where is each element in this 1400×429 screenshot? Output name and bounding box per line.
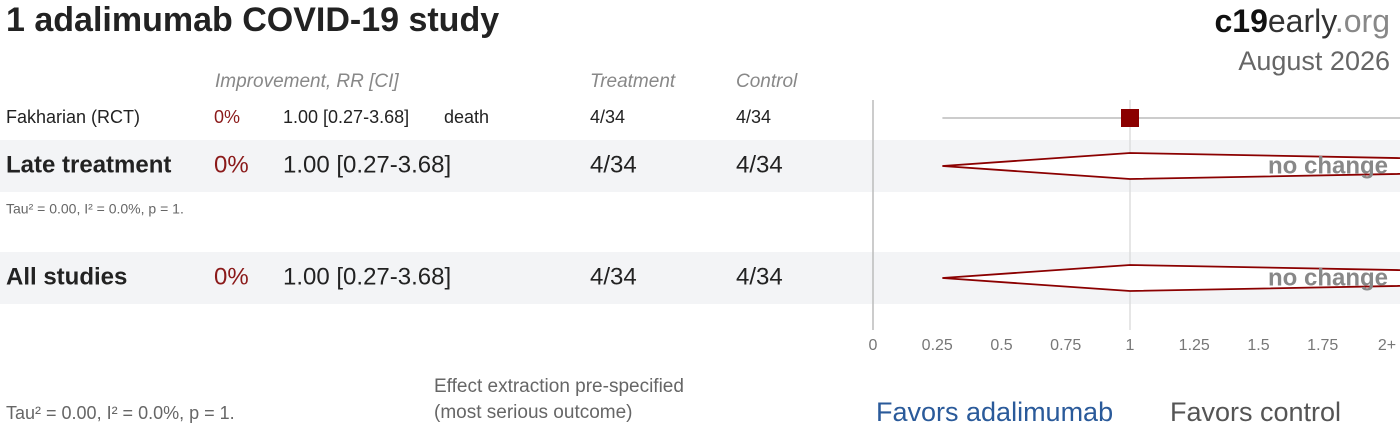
summary-diamond <box>942 264 1400 292</box>
row-label: Late treatment <box>6 151 171 178</box>
effect-marker <box>1121 109 1139 127</box>
row-label: Fakharian (RCT) <box>6 107 140 127</box>
improvement: 0% <box>214 263 249 290</box>
rr-ci: 1.00 [0.27-3.68] <box>283 107 409 127</box>
x-tick-label: 1.25 <box>1179 337 1210 354</box>
effect-label: no change <box>1268 152 1388 179</box>
column-header: Improvement, RR [CI] <box>215 71 399 92</box>
x-tick-label: 1.5 <box>1247 337 1269 354</box>
x-tick-label: 1.75 <box>1307 337 1338 354</box>
plot-area <box>942 100 1400 330</box>
rr-ci: 1.00 [0.27-3.68] <box>283 151 451 178</box>
favors-label: Favors adalimumab <box>876 397 1113 427</box>
date: August 2026 <box>1238 46 1390 76</box>
treatment: 4/34 <box>590 263 637 290</box>
x-tick-label: 2+ <box>1378 337 1396 354</box>
treatment: 4/34 <box>590 151 637 178</box>
x-tick-label: 1 <box>1126 337 1135 354</box>
column-header: Treatment <box>590 71 676 92</box>
brand: c19early.org <box>1214 3 1390 39</box>
brand-part: .org <box>1335 3 1390 39</box>
control: 4/34 <box>736 107 771 127</box>
brand-part: early <box>1268 3 1337 39</box>
favors-label: Favors control <box>1170 397 1341 427</box>
x-tick-label: 0 <box>869 337 878 354</box>
rr-ci: 1.00 [0.27-3.68] <box>283 263 451 290</box>
heterogeneity: Tau² = 0.00, I² = 0.0%, p = 1. <box>6 201 184 217</box>
brand-part: c19 <box>1214 3 1267 39</box>
effect-label: no change <box>1268 264 1388 291</box>
note: (most serious outcome) <box>434 402 633 423</box>
control: 4/34 <box>736 151 783 178</box>
row-label: All studies <box>6 263 127 290</box>
improvement: 0% <box>214 107 240 127</box>
heterogeneity: Tau² = 0.00, I² = 0.0%, p = 1. <box>6 403 235 423</box>
column-header: Control <box>736 71 798 92</box>
control: 4/34 <box>736 263 783 290</box>
x-tick-label: 0.5 <box>990 337 1012 354</box>
treatment: 4/34 <box>590 107 625 127</box>
summary-diamond <box>942 152 1400 180</box>
x-tick-label: 0.75 <box>1050 337 1081 354</box>
note: Effect extraction pre-specified <box>434 376 684 397</box>
outcome: death <box>444 107 489 127</box>
improvement: 0% <box>214 151 249 178</box>
x-tick-label: 0.25 <box>922 337 953 354</box>
chart-title: 1 adalimumab COVID-19 study <box>6 1 499 39</box>
